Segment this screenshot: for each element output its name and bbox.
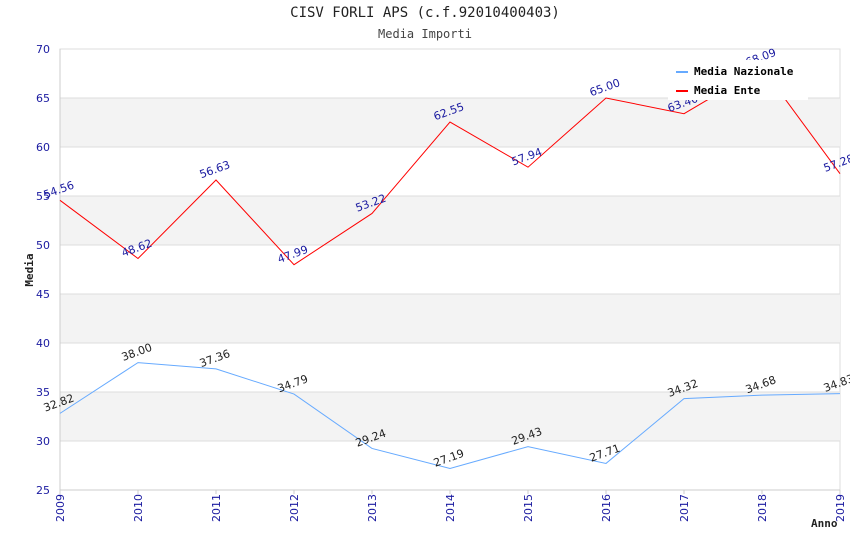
y-tick-label: 25 — [36, 484, 50, 497]
y-tick-label: 70 — [36, 43, 50, 56]
y-tick-label: 35 — [36, 386, 50, 399]
y-tick-label: 55 — [36, 190, 50, 203]
x-tick-label: 2017 — [678, 494, 691, 522]
x-tick-label: 2009 — [54, 494, 67, 522]
x-tick-label: 2019 — [834, 494, 847, 522]
y-axis-title: Media — [23, 253, 36, 286]
legend-box — [668, 60, 808, 100]
legend: Media Nazionale Media Ente — [668, 60, 808, 100]
legend-label: Media Nazionale — [694, 65, 794, 78]
x-tick-label: 2016 — [600, 494, 613, 522]
x-tick-label: 2013 — [366, 494, 379, 522]
y-tick-label: 50 — [36, 239, 50, 252]
x-tick-label: 2018 — [756, 494, 769, 522]
x-tick-label: 2014 — [444, 494, 457, 522]
y-tick-label: 30 — [36, 435, 50, 448]
chart-title: CISV FORLI APS (c.f.92010400403) — [290, 5, 560, 21]
y-axis-ticks: 25 30 35 40 45 50 55 60 65 70 — [36, 43, 50, 497]
x-tick-label: 2011 — [210, 494, 223, 522]
grid-band — [60, 196, 840, 245]
grid-band — [60, 392, 840, 441]
y-tick-label: 40 — [36, 337, 50, 350]
y-tick-label: 45 — [36, 288, 50, 301]
x-tick-label: 2012 — [288, 494, 301, 522]
x-tick-label: 2015 — [522, 494, 535, 522]
x-axis-title: Anno — [811, 517, 838, 530]
x-axis-ticks: 2009 2010 2011 2012 2013 2014 2015 2016 2017 2018… — [54, 490, 847, 522]
grid-band — [60, 294, 840, 343]
legend-label: Media Ente — [694, 84, 761, 97]
y-tick-label: 65 — [36, 92, 50, 105]
chart-subtitle: Media Importi — [378, 27, 472, 41]
x-tick-label: 2010 — [132, 494, 145, 522]
series-line-media-nazionale — [59, 362, 841, 470]
y-tick-label: 60 — [36, 141, 50, 154]
